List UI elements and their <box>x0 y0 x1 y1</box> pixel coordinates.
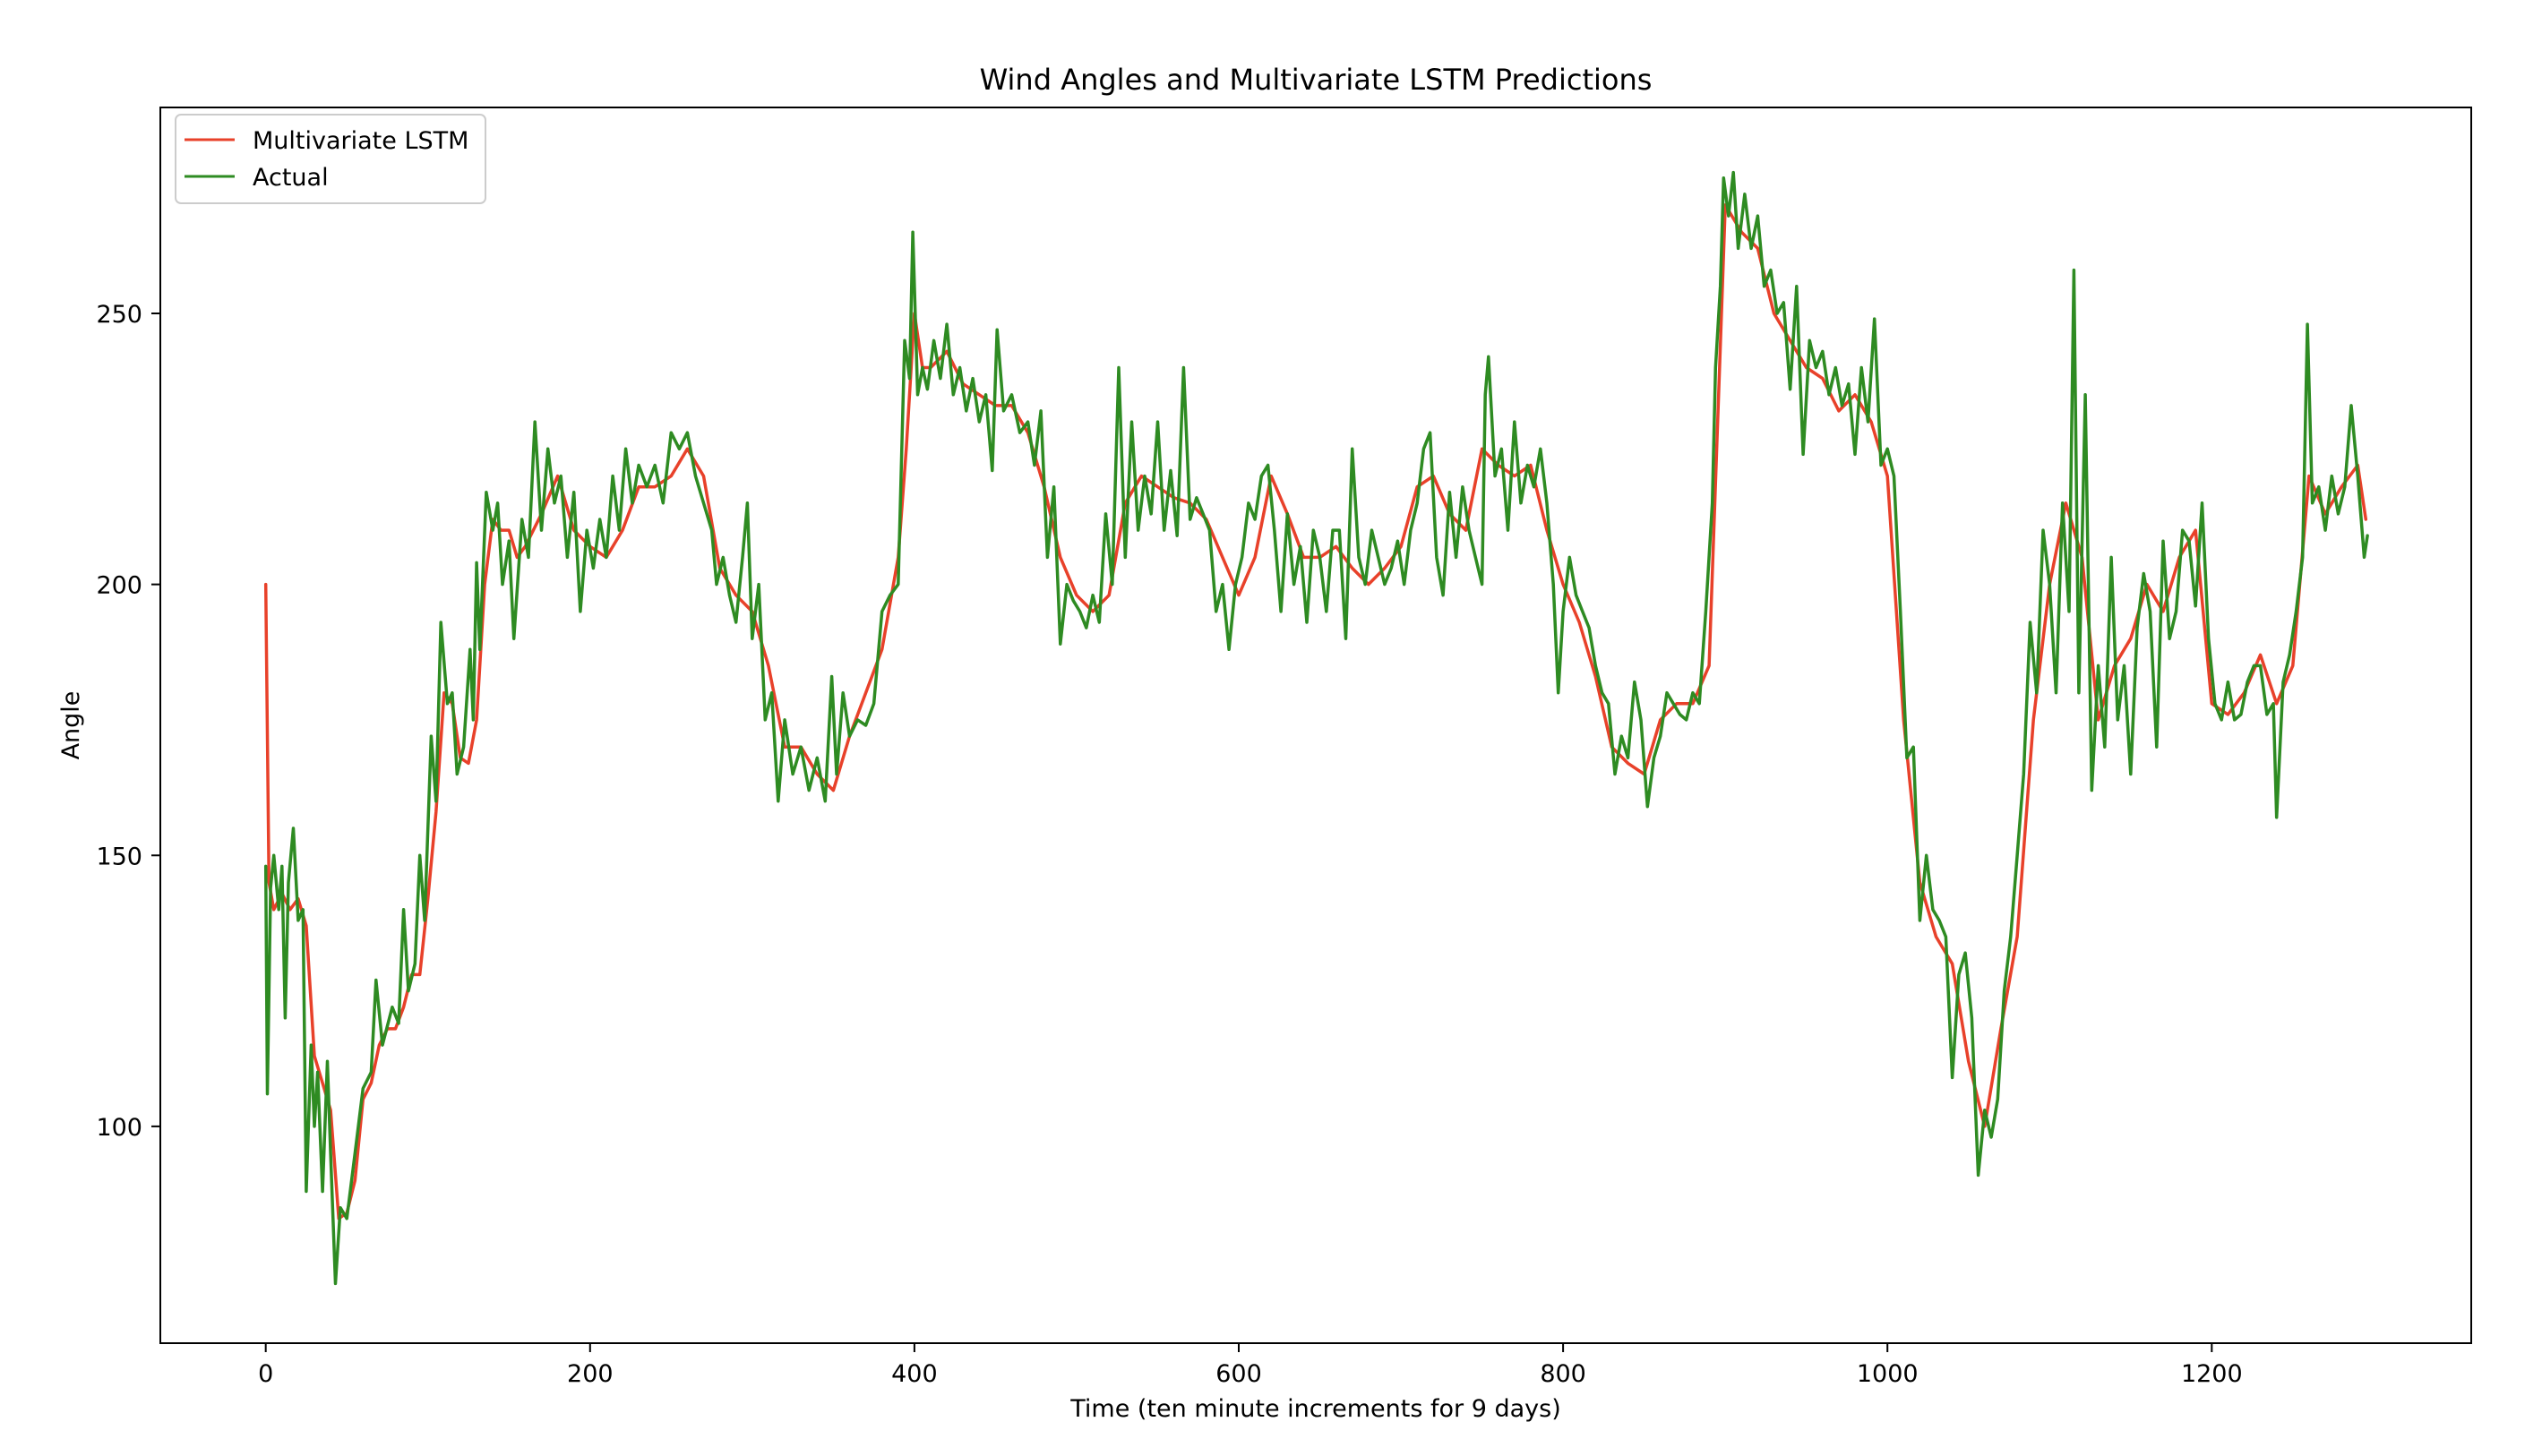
x-tick-label: 600 <box>1215 1360 1262 1388</box>
x-tick-label: 800 <box>1540 1360 1586 1388</box>
axes-layer: 0 200 400 600 800 1000 1200 100 150 200 250 <box>96 301 2242 1388</box>
series-line-actual <box>263 170 2369 1286</box>
y-tick-label: 200 <box>96 572 142 600</box>
x-axis-label: Time (ten minute increments for 9 days) <box>1069 1395 1560 1423</box>
legend-box <box>175 114 486 204</box>
series-line-multivariate-lstm <box>263 203 2368 1220</box>
y-tick-label: 150 <box>96 843 142 870</box>
x-tick-label: 1200 <box>2181 1360 2243 1388</box>
x-tick-label: 1000 <box>1857 1360 1919 1388</box>
legend-label-actual: Actual <box>253 164 329 192</box>
x-tick-label: 200 <box>567 1360 614 1388</box>
series-layer <box>263 170 2369 1286</box>
legend: Multivariate LSTM Actual <box>175 114 486 204</box>
x-tick-label: 400 <box>891 1360 938 1388</box>
legend-label-multivariate-lstm: Multivariate LSTM <box>253 127 468 155</box>
y-tick-label: 100 <box>96 1114 142 1142</box>
plot-frame <box>159 107 2472 1344</box>
y-tick-label: 250 <box>96 301 142 329</box>
chart-title: Wind Angles and Multivariate LSTM Predic… <box>980 63 1653 97</box>
y-axis-label: Angle <box>57 691 85 760</box>
x-tick-label: 0 <box>258 1360 273 1388</box>
